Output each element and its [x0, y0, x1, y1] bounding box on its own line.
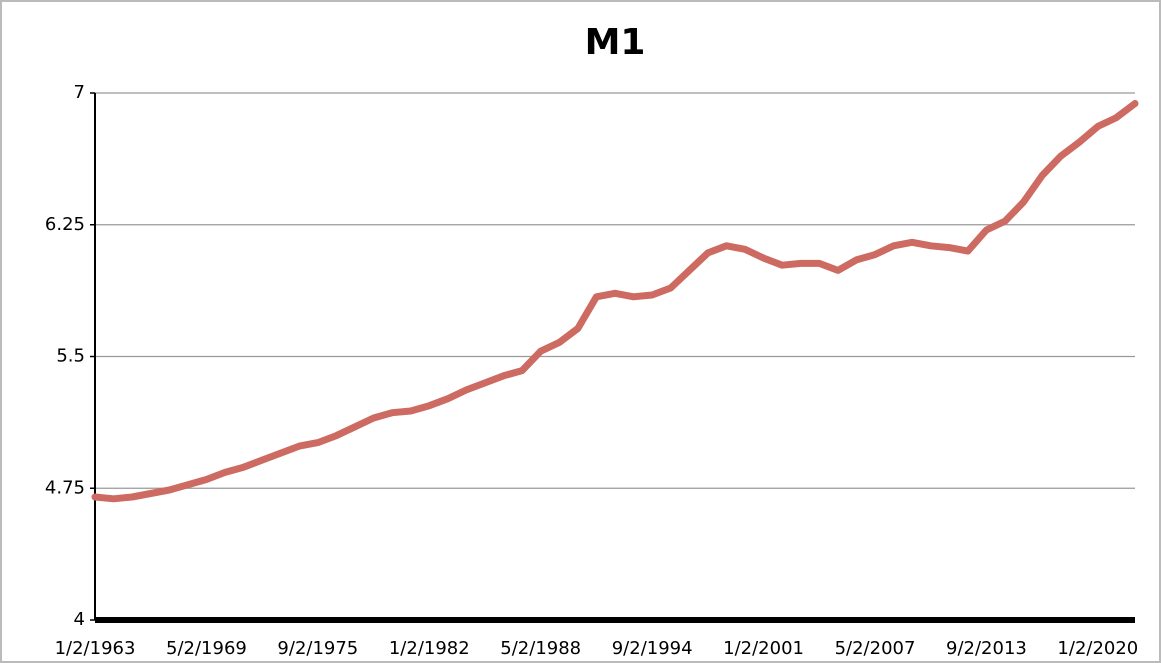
x-tick-label: 1/2/2020	[1057, 638, 1138, 659]
x-tick-label: 5/2/1969	[166, 638, 247, 659]
y-tick-label: 6.25	[45, 214, 85, 235]
x-tick-label: 1/2/1963	[55, 638, 136, 659]
y-tick-label: 5.5	[56, 346, 85, 367]
x-tick-label: 1/2/1982	[389, 638, 470, 659]
x-tick-label: 5/2/2007	[835, 638, 916, 659]
data-line	[91, 100, 1139, 503]
y-tick-label: 7	[74, 82, 85, 103]
x-tick-label: 9/2/1975	[277, 638, 358, 659]
x-tick-label: 9/2/2013	[946, 638, 1027, 659]
x-tick-label: 1/2/2001	[723, 638, 804, 659]
y-tick-label: 4.75	[45, 477, 85, 498]
chart-title: M1	[585, 22, 646, 63]
y-tick-label: 4	[74, 609, 85, 630]
x-tick-label: 9/2/1994	[612, 638, 693, 659]
x-tick-label: 5/2/1988	[500, 638, 581, 659]
